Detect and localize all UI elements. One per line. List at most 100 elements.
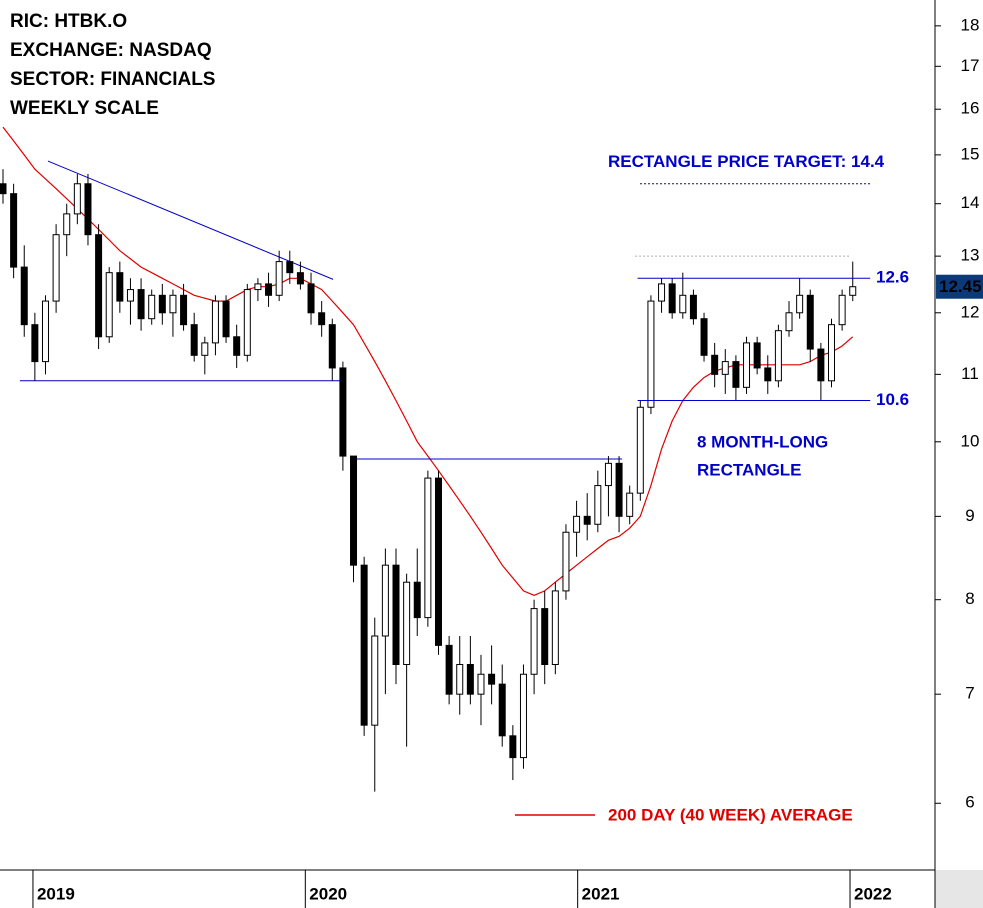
- candle-body: [350, 455, 358, 566]
- candle-body: [647, 300, 655, 408]
- candle-body: [0, 183, 7, 195]
- candle-body: [31, 324, 39, 363]
- candle-body: [424, 477, 432, 619]
- candle-body: [764, 367, 772, 382]
- candle-body: [158, 294, 166, 314]
- y-tick-label: 12: [961, 302, 980, 321]
- candle-body: [796, 294, 804, 314]
- candle-body: [318, 312, 326, 326]
- y-tick-label: 10: [961, 431, 980, 450]
- info-line: WEEKLY SCALE: [10, 98, 159, 119]
- candle-body: [732, 361, 740, 388]
- candle-body: [169, 294, 177, 314]
- candle-body: [668, 283, 676, 314]
- candle-body: [20, 266, 28, 326]
- candle-body: [339, 367, 347, 457]
- candle-body: [774, 330, 782, 382]
- candle-body: [243, 289, 251, 356]
- y-tick-label: 9: [965, 506, 974, 525]
- candle-body: [84, 183, 92, 236]
- y-tick-label: 8: [965, 589, 974, 608]
- y-tick-label: 14: [961, 193, 980, 212]
- candle-body: [817, 348, 825, 382]
- candle-body: [211, 300, 219, 344]
- candle-body: [137, 289, 145, 320]
- y-tick-label: 13: [961, 246, 980, 265]
- candle-body: [636, 406, 644, 494]
- candle-body: [562, 531, 570, 592]
- candle-body: [498, 683, 506, 737]
- moving-average: [2, 126, 854, 596]
- candle-body: [753, 342, 761, 369]
- rectangle-label: 8 MONTH-LONG: [697, 432, 828, 451]
- candle-body: [743, 342, 751, 388]
- candle-body: [477, 673, 485, 695]
- level-label: 12.6: [876, 268, 909, 287]
- x-tick-label: 2020: [309, 884, 347, 903]
- candle-body: [222, 300, 230, 338]
- y-tick-label: 17: [961, 56, 980, 75]
- candle-body: [63, 213, 71, 236]
- candle-body: [530, 608, 538, 675]
- candle-body: [403, 581, 411, 665]
- candle-body: [233, 336, 241, 356]
- candle-body: [286, 261, 294, 274]
- candle-body: [116, 272, 124, 302]
- trend-line: [47, 160, 334, 280]
- candle-body: [328, 324, 336, 369]
- candle-body: [73, 183, 81, 215]
- candle-body: [573, 515, 581, 533]
- x-tick-label: 2021: [582, 884, 620, 903]
- candle-body: [689, 294, 697, 320]
- info-line: SECTOR: FINANCIALS: [10, 69, 215, 90]
- y-tick-label: 16: [961, 99, 980, 118]
- candle-body: [381, 564, 389, 637]
- candle-body: [838, 294, 846, 326]
- candle-body: [52, 234, 60, 302]
- candle-body: [10, 193, 18, 268]
- candle-body: [700, 318, 708, 356]
- last-price-box: [936, 274, 983, 299]
- candle-body: [445, 644, 453, 695]
- info-line: EXCHANGE: NASDAQ: [10, 40, 212, 61]
- candle-body: [201, 342, 209, 356]
- candle-body: [658, 283, 666, 302]
- candle-body: [849, 286, 857, 296]
- candle-body: [392, 564, 400, 665]
- candle-body: [180, 294, 188, 326]
- candle-body: [434, 477, 442, 646]
- candle-body: [371, 635, 379, 726]
- candle-body: [95, 234, 103, 338]
- candle-body: [190, 324, 198, 356]
- candle-body: [466, 663, 474, 695]
- y-tick-label: 11: [961, 364, 979, 383]
- candle-body: [679, 294, 687, 314]
- target-label: RECTANGLE PRICE TARGET: 14.4: [608, 152, 885, 171]
- candle-body: [828, 324, 836, 382]
- info-line: RIC: HTBK.O: [10, 11, 127, 32]
- y-tick-label: 7: [965, 684, 974, 703]
- candle-body: [711, 354, 719, 375]
- candle-body: [806, 294, 814, 350]
- candle-body: [254, 283, 262, 291]
- candle-body: [626, 492, 634, 517]
- axis-corner: [935, 870, 983, 908]
- candle-body: [105, 272, 113, 338]
- candle-body: [413, 581, 421, 619]
- candle-body: [551, 590, 559, 665]
- candle-body: [148, 294, 156, 320]
- y-tick-label: 18: [961, 15, 980, 34]
- candle-body: [360, 564, 368, 726]
- candle-body: [265, 283, 273, 296]
- candle-body: [275, 261, 283, 296]
- candle-body: [488, 673, 496, 685]
- candle-body: [296, 272, 304, 285]
- candle-body: [583, 515, 591, 525]
- candle-body: [509, 735, 517, 759]
- candle-body: [721, 361, 729, 375]
- candle-body: [519, 673, 527, 759]
- x-tick-label: 2019: [37, 884, 75, 903]
- rectangle-label: RECTANGLE: [697, 460, 802, 479]
- candle-body: [541, 608, 549, 665]
- candle-body: [785, 312, 793, 332]
